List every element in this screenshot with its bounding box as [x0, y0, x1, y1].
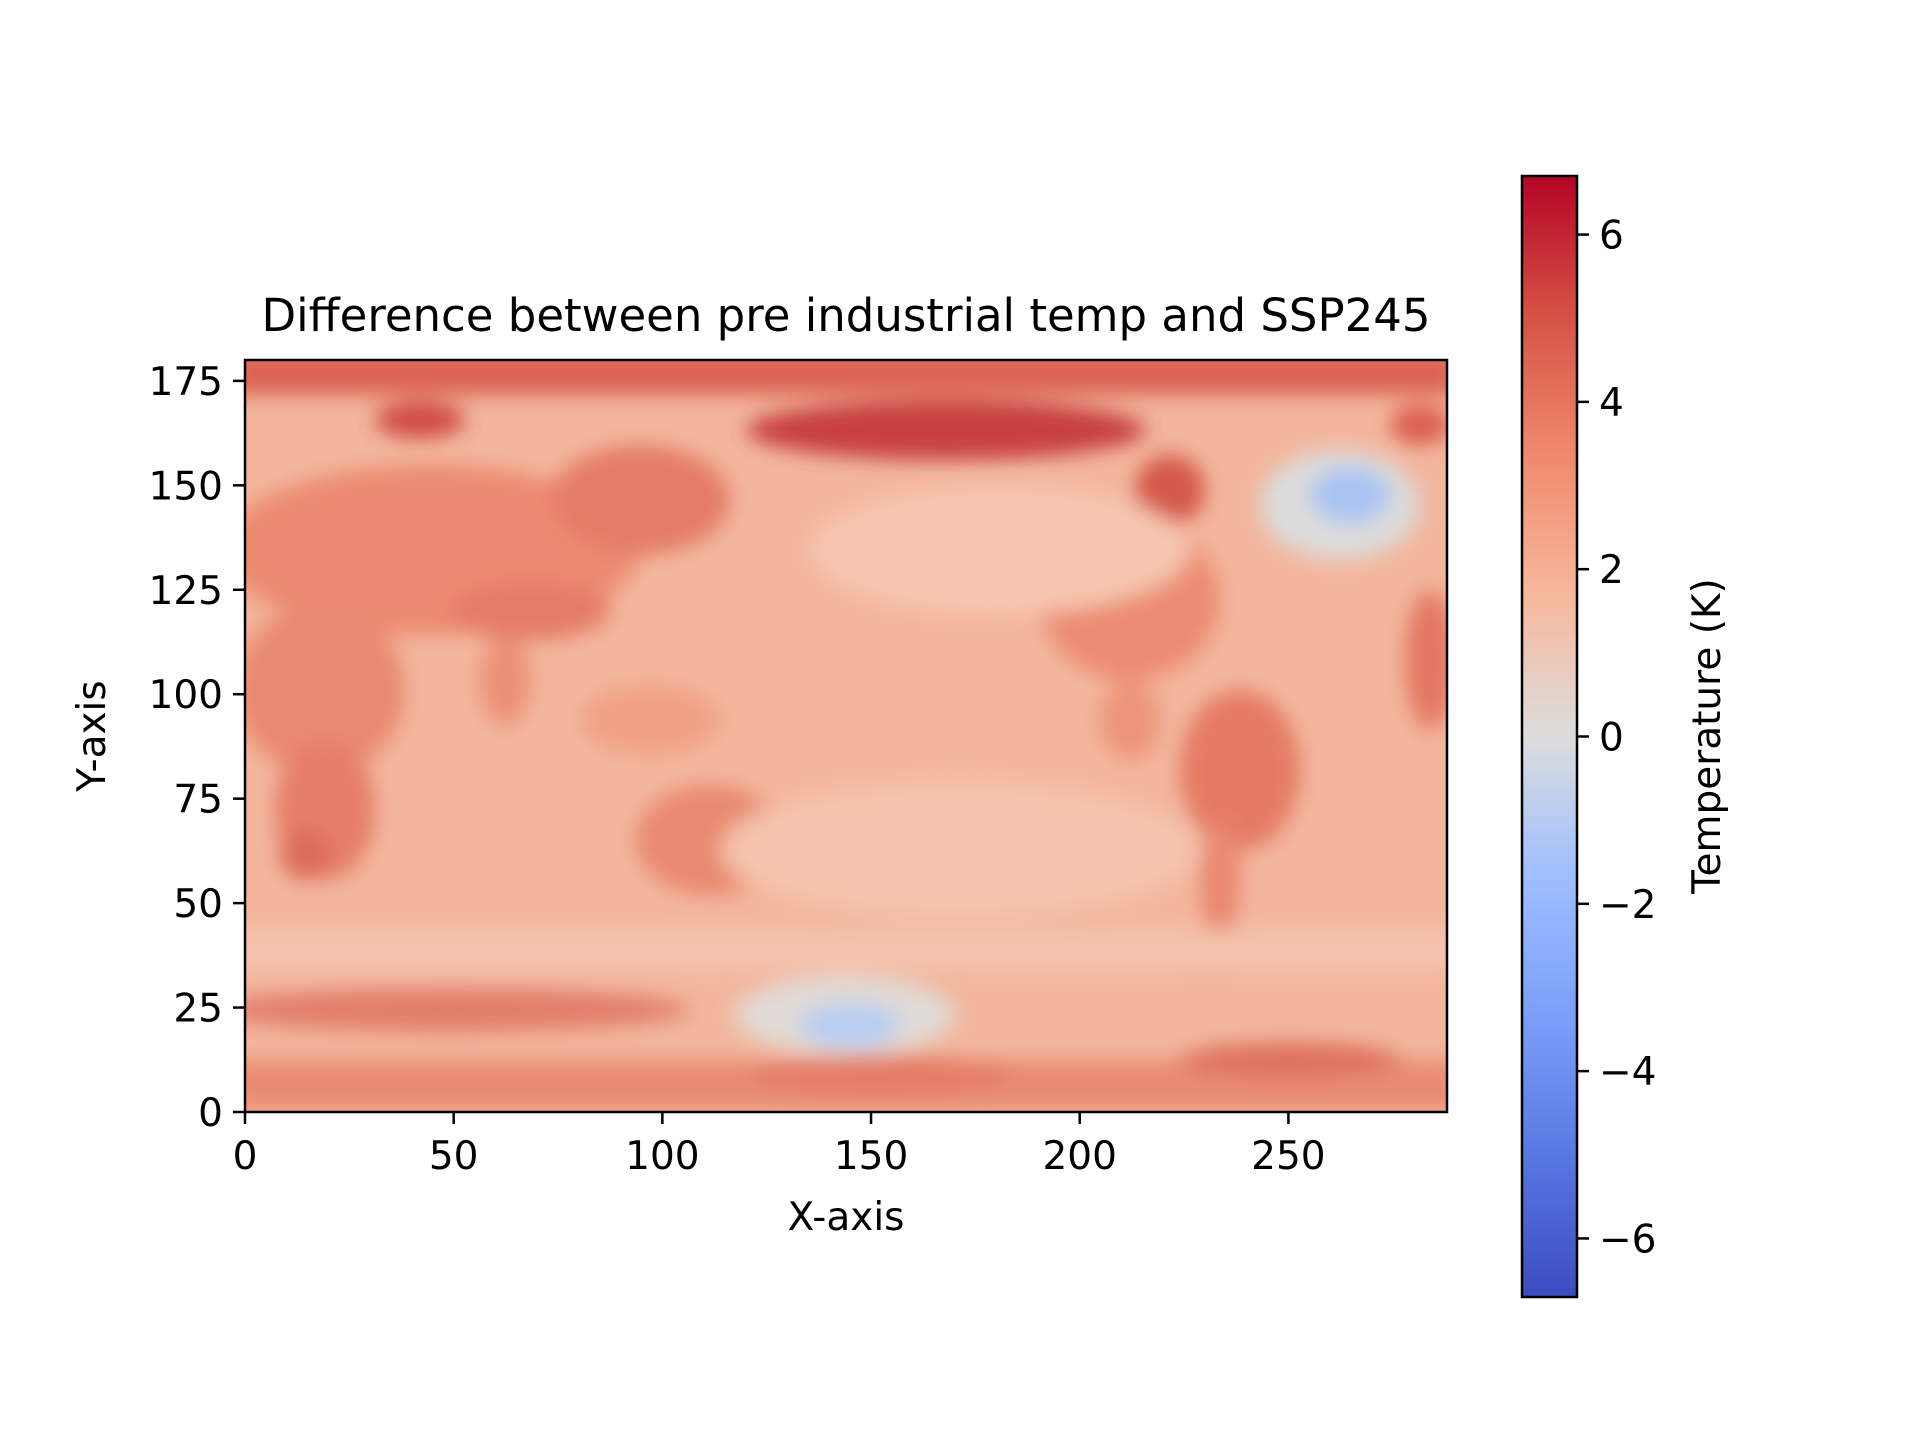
- colorbar: [1520, 174, 1579, 1299]
- x-tick-label: 200: [1042, 1134, 1116, 1179]
- y-tick-label: 100: [149, 673, 223, 718]
- x-tick-label: 50: [429, 1134, 479, 1179]
- colorbar-tick-label: 0: [1599, 716, 1624, 761]
- y-tick-label: 25: [173, 987, 223, 1032]
- y-axis-label: Y-axis: [70, 680, 115, 792]
- colorbar-tick-label: 6: [1599, 214, 1624, 259]
- colorbar-tick-label: −2: [1599, 883, 1657, 928]
- x-axis-ticks: 0 50 100 150 200 250: [233, 1112, 1326, 1179]
- x-axis-label: X-axis: [788, 1195, 905, 1240]
- y-tick-label: 50: [173, 882, 223, 927]
- y-tick-label: 0: [198, 1091, 223, 1136]
- colorbar-tick-label: 2: [1599, 548, 1624, 593]
- colorbar-tick-label: −4: [1599, 1050, 1657, 1095]
- plot-frame: [243, 358, 1449, 1114]
- x-tick-label: 150: [834, 1134, 908, 1179]
- x-tick-label: 0: [233, 1134, 258, 1179]
- colorbar-tick-label: 4: [1599, 381, 1624, 426]
- colorbar-label: Temperature (K): [1685, 578, 1730, 894]
- y-tick-label: 75: [173, 778, 223, 823]
- colorbar-ticks: −6 −4 −2 0 2 4 6: [1577, 214, 1657, 1262]
- x-tick-label: 250: [1251, 1134, 1325, 1179]
- y-tick-label: 175: [149, 360, 223, 405]
- y-tick-label: 150: [149, 464, 223, 509]
- x-tick-label: 100: [625, 1134, 699, 1179]
- heatmap-image: [245, 360, 1447, 1112]
- y-axis-ticks: 0 25 50 75 100 125 150 175: [149, 360, 245, 1136]
- chart-title: Difference between pre industrial temp a…: [262, 289, 1431, 342]
- y-tick-label: 125: [149, 569, 223, 614]
- colorbar-tick-label: −6: [1599, 1217, 1657, 1262]
